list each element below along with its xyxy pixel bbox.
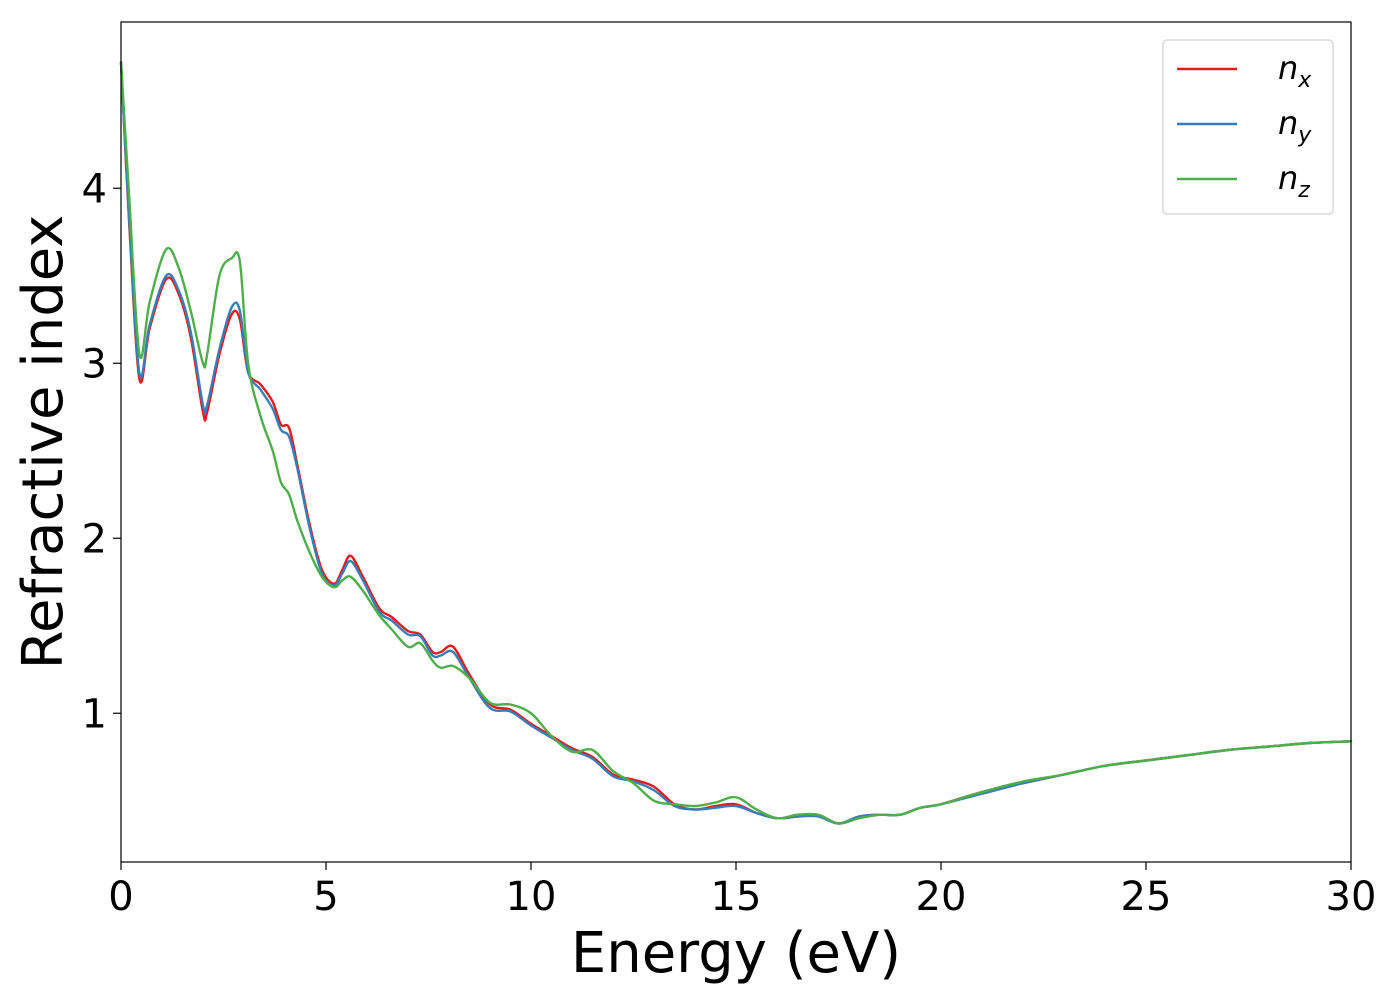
plot-area [121, 22, 1351, 862]
x-tick-label: 25 [1121, 874, 1172, 920]
plot-background [121, 22, 1351, 862]
y-tick-label: 3 [82, 341, 107, 387]
y-tick-label: 2 [82, 516, 107, 562]
y-tick-label: 4 [82, 166, 107, 212]
x-axis-label: Energy (eV) [571, 921, 901, 986]
x-tick-label: 20 [916, 874, 967, 920]
series-lines [119, 61, 1353, 825]
x-tick-label: 30 [1326, 874, 1377, 920]
legend-label-x: nx [1278, 49, 1312, 93]
y-tick-label: 1 [82, 691, 107, 737]
y-axis-label: Refractive index [11, 215, 76, 670]
series-line-z [119, 61, 1353, 825]
x-tick-label: 15 [711, 874, 762, 920]
legend: nx ny nz [1162, 39, 1334, 215]
x-tick-label: 5 [313, 874, 338, 920]
x-tick-label: 0 [108, 874, 133, 920]
axes: 0 5 10 15 20 25 30 1 2 3 4 Energy (eV) Refractive in… [11, 21, 1377, 986]
legend-label-y: ny [1278, 104, 1312, 148]
legend-box [1162, 39, 1334, 215]
legend-label-z: nz [1278, 159, 1310, 203]
x-tick-label: 10 [506, 874, 557, 920]
